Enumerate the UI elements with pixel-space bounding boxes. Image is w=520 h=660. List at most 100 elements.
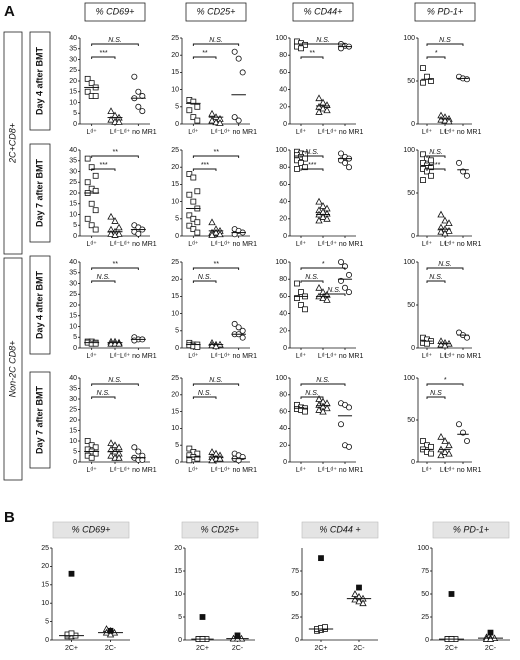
y-tick-label: 50 [407, 417, 415, 424]
point [315, 216, 323, 224]
point [420, 177, 426, 184]
point [319, 294, 327, 302]
point [319, 104, 327, 112]
y-tick-label: 100 [403, 375, 415, 382]
y-tick-label: 25 [171, 375, 179, 382]
significance: * [435, 50, 438, 57]
significance: * [322, 261, 325, 268]
x-tick-label: Lᵈ⁻ [110, 241, 121, 248]
bracket [426, 43, 464, 46]
point [341, 159, 348, 166]
point [231, 114, 238, 121]
point [135, 448, 142, 455]
y-tick-label: 60 [279, 293, 287, 300]
significance: ** [202, 50, 208, 57]
x-tick-label: Lᵈ⁺ no MR1 [327, 129, 364, 136]
point [428, 450, 434, 457]
y-tick-label: 10 [171, 310, 179, 317]
y-tick-label: 25 [69, 67, 77, 74]
point [345, 271, 352, 278]
point [84, 215, 91, 222]
bracket [192, 396, 217, 399]
x-tick-label: Lᵈ⁺ [422, 467, 433, 474]
bracket [426, 168, 446, 171]
y-tick-label: 0 [73, 233, 77, 240]
bracket [426, 383, 464, 386]
y-tick-label: 15 [171, 181, 179, 188]
y-tick-label: 20 [41, 563, 49, 570]
point [463, 437, 470, 444]
point [463, 76, 470, 83]
point [455, 159, 462, 166]
panel-label: B [4, 509, 15, 526]
significance: ** [213, 149, 219, 156]
y-tick-label: 0 [411, 233, 415, 240]
point [428, 172, 434, 179]
bracket [426, 396, 446, 399]
y-tick-label: 40 [279, 86, 287, 93]
significance: ** [112, 149, 118, 156]
label-box [29, 371, 51, 469]
column-header: % CD25+ [197, 6, 236, 16]
significance: N.S. [438, 261, 452, 268]
bracket [91, 155, 139, 158]
point [194, 103, 201, 110]
y-tick-label: 50 [291, 591, 299, 598]
point [420, 79, 426, 86]
point [208, 109, 216, 117]
panel-label: A [4, 3, 15, 20]
y-tick-label: 30 [69, 56, 77, 63]
point [88, 222, 95, 229]
y-tick-label: 20 [69, 417, 77, 424]
point [235, 117, 242, 124]
point [212, 342, 220, 350]
point [92, 93, 99, 99]
significance: N.S. [316, 377, 330, 384]
y-tick-label: 15 [171, 293, 179, 300]
point [445, 117, 453, 125]
x-tick-label: Lᵈ⁺ no MR1 [220, 129, 257, 136]
y-tick-label: 10 [171, 198, 179, 205]
y-tick-label: 0 [175, 345, 179, 352]
bracket [192, 43, 240, 46]
y-tick-label: 10 [41, 600, 49, 607]
point [323, 106, 331, 114]
x-tick-label: Lᵈ⁻ [318, 129, 329, 136]
x-tick-label: 2C- [353, 645, 365, 652]
significance: *** [99, 162, 107, 169]
point [298, 45, 304, 52]
point [318, 555, 324, 562]
y-tick-label: 10 [69, 438, 77, 445]
point [208, 116, 216, 124]
point [231, 48, 238, 55]
point [186, 212, 193, 219]
point [294, 295, 300, 302]
bracket [192, 155, 240, 158]
point [315, 406, 323, 413]
point [186, 191, 193, 198]
point [463, 172, 470, 179]
significance: N.S. [429, 274, 443, 281]
point [294, 280, 300, 287]
x-tick-label: Lᵈ⁺ [296, 241, 307, 248]
y-tick-label: 25 [171, 147, 179, 154]
point [428, 164, 434, 171]
y-tick-label: 60 [279, 181, 287, 188]
point [208, 218, 216, 226]
x-tick-label: Lᵈ⁺ no MR1 [327, 467, 364, 474]
point [441, 341, 449, 349]
point [92, 172, 99, 179]
point [463, 334, 470, 341]
x-tick-label: Lᵈ⁺ no MR1 [445, 353, 482, 360]
y-tick-label: 35 [69, 385, 77, 392]
x-tick-label: Lᵈ⁻ [318, 467, 329, 474]
x-tick-label: Lᵈ⁻ [440, 129, 451, 136]
point [351, 595, 359, 603]
y-tick-label: 20 [69, 78, 77, 85]
y-tick-label: 0 [283, 345, 287, 352]
y-tick-label: 0 [425, 637, 429, 644]
point [84, 75, 91, 82]
point [135, 230, 142, 237]
y-tick-label: 100 [417, 545, 429, 552]
